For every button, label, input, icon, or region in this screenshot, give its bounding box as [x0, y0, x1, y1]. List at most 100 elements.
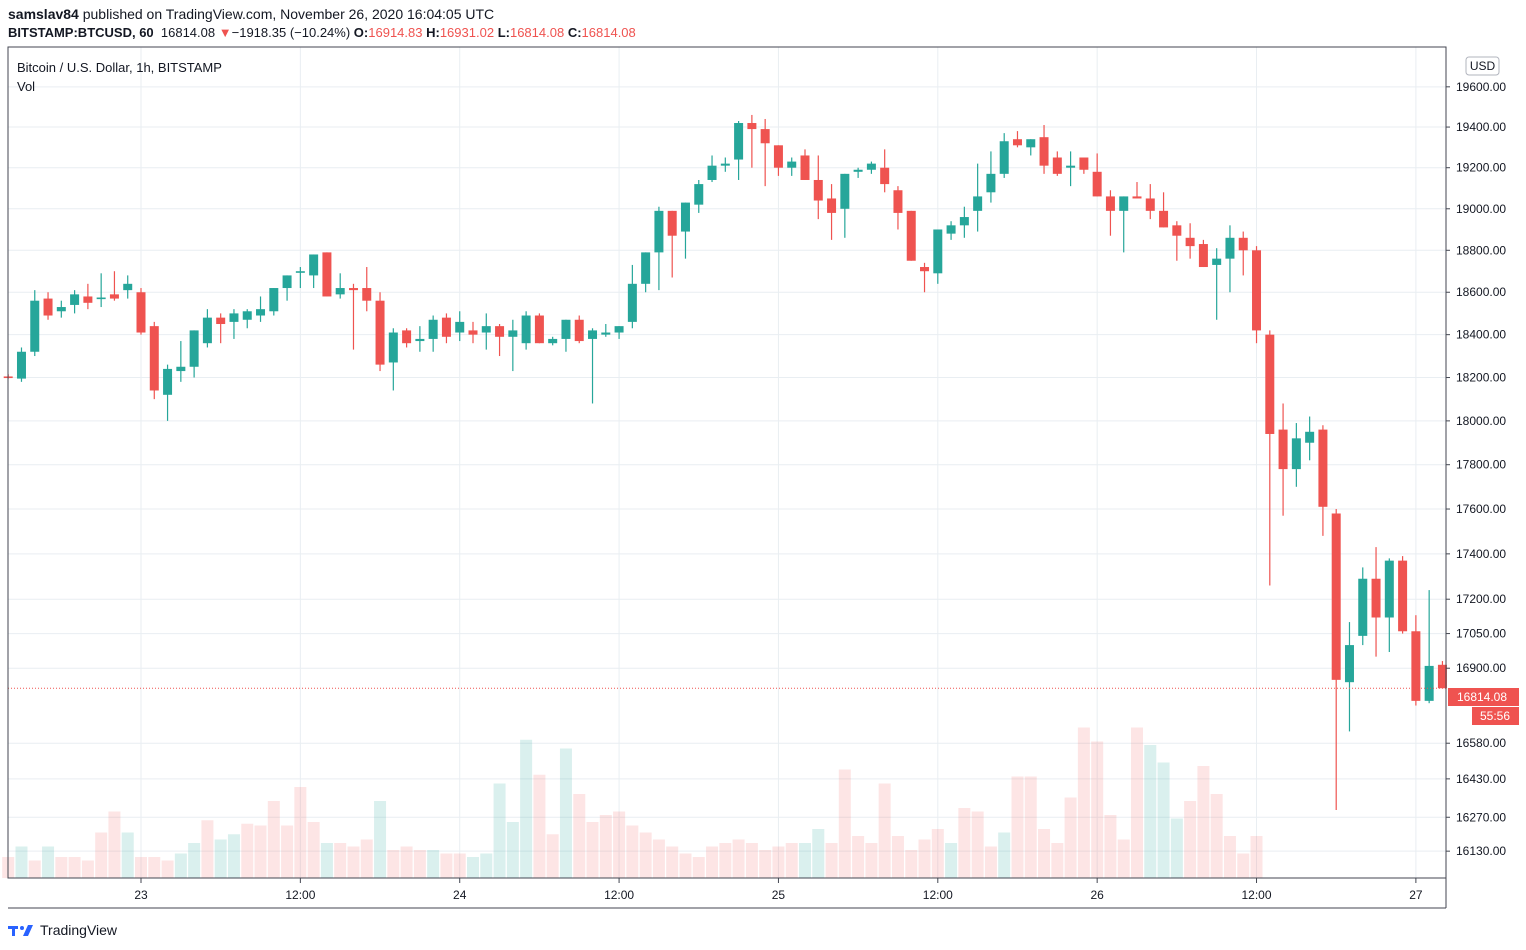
volume-bar: [95, 832, 108, 878]
volume-bar: [413, 850, 426, 878]
candle-body-up: [707, 165, 717, 180]
candle-body-up: [428, 319, 438, 339]
candle-body-down: [149, 326, 159, 391]
volume-bar: [214, 839, 227, 878]
volume-bar: [520, 739, 533, 878]
candle-body-down: [920, 267, 930, 272]
last-price: 16814.08: [160, 25, 216, 40]
candle-body-up: [601, 332, 611, 335]
candle-body-down: [1198, 244, 1208, 268]
candle-body-down: [760, 129, 770, 144]
candle-body-up: [282, 275, 292, 289]
price-tick-label: 18200.00: [1456, 371, 1506, 385]
candle-body-down: [800, 155, 810, 180]
candle-body-down: [1265, 334, 1275, 434]
volume-bar: [400, 846, 413, 878]
tradingview-footer[interactable]: TradingView: [8, 918, 117, 942]
candle-body-down: [1371, 578, 1381, 618]
candle-body-up: [508, 330, 518, 337]
currency-badge[interactable]: USD: [1465, 56, 1500, 76]
last-price-badge: 16814.08: [1448, 688, 1519, 706]
volume-bar: [227, 834, 240, 878]
volume-bar: [1077, 727, 1090, 878]
volume-bar: [453, 853, 466, 878]
candle-body-up: [627, 283, 637, 322]
volume-bar: [307, 822, 320, 878]
candle-body-down: [1132, 196, 1142, 199]
volume-bar: [148, 857, 161, 878]
volume-bar: [559, 748, 572, 878]
candle-body-up: [242, 311, 252, 320]
candle-body-up: [680, 202, 690, 232]
price-tick-label: 16900.00: [1456, 661, 1506, 675]
candle-body-down: [402, 330, 412, 344]
time-tick-label: 26: [1090, 888, 1104, 902]
candle-body-down: [1145, 198, 1155, 211]
volume-bar: [1197, 766, 1210, 878]
candle-body-up: [1305, 431, 1315, 443]
candle-body-up: [123, 283, 133, 291]
volume-bar: [931, 829, 944, 878]
candle-body-up: [202, 317, 212, 344]
volume-bar: [1064, 797, 1077, 878]
volume-bar: [838, 769, 851, 878]
volume-bar: [613, 811, 626, 878]
candle-body-up: [986, 173, 996, 193]
last-price-label: 16814.08: [1457, 690, 1507, 704]
candle-body-up: [561, 319, 571, 339]
volume-bars: [2, 727, 1263, 878]
candle-body-up: [1384, 560, 1394, 618]
time-tick-label: 27: [1409, 888, 1423, 902]
candle-body-up: [1424, 665, 1434, 701]
candle-body-up: [455, 321, 465, 333]
candle-body-down: [574, 319, 584, 342]
price-tick-label: 17400.00: [1456, 547, 1506, 561]
price-axis[interactable]: 19600.00 19400.00 19200.00 19000.00 18800.00…: [1446, 80, 1506, 858]
candle-body-up: [946, 225, 956, 234]
candle-body-down: [1079, 157, 1089, 170]
candle-body-up: [176, 366, 186, 372]
candle-body-down: [362, 288, 372, 301]
price-tick-label: 17050.00: [1456, 627, 1506, 641]
volume-bar: [745, 843, 758, 878]
candle-body-up: [694, 184, 704, 205]
volume-bar: [1210, 794, 1223, 878]
price-tick-label: 18000.00: [1456, 414, 1506, 428]
candle-body-down: [1105, 196, 1115, 211]
volume-bar: [1250, 836, 1263, 878]
candle-body-down: [1252, 250, 1262, 331]
publisher-name[interactable]: samslav84: [8, 6, 79, 22]
price-tick-label: 19600.00: [1456, 80, 1506, 94]
volume-bar: [55, 857, 68, 878]
close-label: C:: [567, 25, 582, 40]
candle-body-up: [787, 161, 797, 168]
volume-bar: [586, 822, 599, 878]
open-label: O:: [353, 25, 369, 40]
volume-bar: [772, 846, 785, 878]
candle-body-down: [136, 292, 146, 333]
volume-bar: [267, 801, 280, 878]
candle-body-up: [548, 338, 558, 344]
volume-bar: [440, 853, 453, 878]
volume-bar: [732, 839, 745, 878]
volume-bar: [1184, 801, 1197, 878]
candle-body-up: [588, 330, 598, 339]
candle-body-up: [56, 307, 66, 312]
candle-body-down: [880, 167, 890, 185]
candle-body-down: [495, 326, 505, 337]
time-tick-label: 25: [772, 888, 786, 902]
candle-body-up: [1291, 438, 1301, 470]
candle-body-down: [813, 179, 823, 201]
time-axis[interactable]: 23 12:00 24 12:00 25 12:00 26 12:00 27: [134, 878, 1423, 902]
volume-bar: [865, 843, 878, 878]
volume-bar: [480, 853, 493, 878]
volume-bar: [1144, 745, 1157, 878]
candle-body-up: [388, 332, 398, 363]
candle-body-up: [335, 288, 345, 295]
volume-bar: [334, 843, 347, 878]
candle-body-up: [933, 229, 943, 274]
candle-body-up: [720, 163, 730, 166]
volume-bar: [1223, 836, 1236, 878]
open-value: 16914.83: [368, 25, 423, 40]
